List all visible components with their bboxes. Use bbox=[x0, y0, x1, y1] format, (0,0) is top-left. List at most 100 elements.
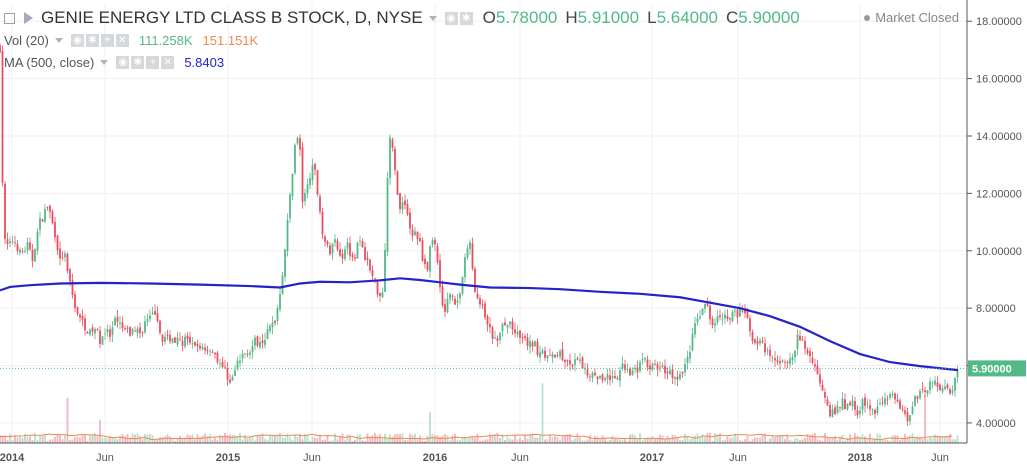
candle-body bbox=[579, 359, 581, 361]
close-label: C bbox=[726, 8, 739, 27]
volume-bar bbox=[226, 435, 229, 443]
candle-body bbox=[421, 240, 424, 261]
gear-icon[interactable]: ✱ bbox=[131, 56, 145, 69]
gear-icon[interactable]: ✱ bbox=[85, 34, 99, 47]
candle-body bbox=[189, 336, 191, 343]
volume-bar bbox=[379, 434, 381, 443]
candle-body bbox=[26, 242, 29, 251]
volume-bar bbox=[484, 439, 486, 443]
candle-body bbox=[504, 322, 506, 326]
candle-body bbox=[254, 337, 256, 346]
volume-bar bbox=[296, 436, 299, 443]
x-tick-label: 2014 bbox=[0, 452, 25, 464]
symbol-menu-caret-icon[interactable] bbox=[428, 15, 437, 21]
candle-body bbox=[336, 240, 339, 250]
volume-bar bbox=[154, 440, 156, 443]
volume-bar bbox=[496, 433, 499, 443]
candle-body bbox=[154, 311, 156, 315]
volume-bar bbox=[934, 434, 936, 443]
candle-body bbox=[114, 317, 116, 326]
volume-bar bbox=[454, 433, 456, 443]
eye-icon[interactable]: ◉ bbox=[116, 56, 130, 69]
candle-body bbox=[156, 313, 159, 321]
candle-body bbox=[194, 341, 196, 346]
volume-bar bbox=[709, 433, 711, 443]
candle-body bbox=[861, 399, 864, 410]
volume-bar bbox=[589, 435, 591, 443]
candle-body bbox=[916, 396, 919, 400]
candle-body bbox=[279, 294, 281, 310]
candle-body bbox=[391, 139, 394, 148]
candle-body bbox=[61, 257, 64, 259]
volume-bar bbox=[839, 436, 841, 443]
volume-bar bbox=[874, 438, 876, 443]
collapse-toggle[interactable] bbox=[4, 12, 15, 24]
candle-body bbox=[74, 294, 76, 308]
close-icon[interactable]: ✕ bbox=[161, 56, 175, 69]
candle-body bbox=[554, 354, 556, 358]
eye-icon[interactable]: ◉ bbox=[444, 11, 458, 25]
candle-body bbox=[386, 178, 389, 252]
candle-body bbox=[751, 332, 754, 341]
volume-bar bbox=[46, 440, 49, 443]
candle-body bbox=[731, 311, 734, 322]
add-icon[interactable]: + bbox=[146, 56, 160, 69]
volume-bar bbox=[294, 435, 296, 443]
volume-bar bbox=[166, 434, 169, 443]
volume-bar bbox=[44, 433, 46, 443]
candle-body bbox=[561, 349, 564, 361]
volume-bar bbox=[256, 435, 259, 443]
gear-icon[interactable]: ✱ bbox=[459, 11, 473, 25]
candle-body bbox=[666, 371, 669, 374]
volume-bar bbox=[914, 437, 916, 443]
candle-body bbox=[616, 377, 619, 380]
candle-body bbox=[121, 322, 124, 328]
volume-bar bbox=[26, 436, 29, 443]
eye-icon[interactable]: ◉ bbox=[70, 34, 84, 47]
volume-bar bbox=[736, 436, 739, 443]
candle-body bbox=[444, 304, 446, 312]
volume-bar bbox=[779, 435, 781, 443]
volume-bar bbox=[431, 433, 434, 443]
volume-bar bbox=[901, 438, 904, 443]
volume-bar bbox=[749, 440, 751, 443]
volume-bar bbox=[666, 435, 669, 443]
volume-bar bbox=[81, 435, 84, 443]
volume-bar bbox=[249, 436, 251, 443]
last-price-label: 5.90000 bbox=[972, 363, 1012, 375]
flag-icon[interactable] bbox=[24, 12, 33, 24]
close-icon[interactable]: ✕ bbox=[115, 34, 129, 47]
candle-body bbox=[609, 375, 611, 381]
volume-bar bbox=[284, 437, 286, 443]
low-value: 5.64000 bbox=[656, 8, 719, 27]
symbol-title: GENIE ENERGY LTD CLASS B STOCK, D, NYSE bbox=[41, 8, 423, 27]
volume-bar bbox=[321, 439, 324, 443]
candle-body bbox=[441, 286, 444, 306]
candle-body bbox=[496, 338, 499, 342]
volume-bar bbox=[469, 436, 471, 443]
candle-body bbox=[581, 357, 584, 369]
add-icon[interactable]: + bbox=[100, 34, 114, 47]
candle-body bbox=[31, 249, 34, 262]
volume-bar bbox=[286, 433, 289, 443]
volume-bar bbox=[114, 438, 116, 443]
candle-body bbox=[274, 320, 276, 324]
volume-bar bbox=[89, 435, 91, 443]
volume-menu-caret-icon[interactable] bbox=[54, 38, 63, 43]
candle-body bbox=[164, 336, 166, 342]
candle-body bbox=[1, 50, 4, 183]
candle-body bbox=[124, 328, 126, 330]
volume-bar bbox=[729, 438, 731, 443]
candle-body bbox=[266, 329, 269, 340]
volume-bar bbox=[706, 433, 709, 443]
candle-body bbox=[306, 184, 309, 194]
ma-menu-caret-icon[interactable] bbox=[100, 60, 109, 65]
volume-bar bbox=[109, 435, 111, 443]
candle-body bbox=[694, 323, 696, 335]
volume-bar bbox=[951, 439, 954, 443]
volume-bar bbox=[869, 433, 871, 443]
candle-body bbox=[334, 239, 336, 243]
volume-bar bbox=[349, 435, 351, 443]
candle-body bbox=[594, 372, 596, 376]
